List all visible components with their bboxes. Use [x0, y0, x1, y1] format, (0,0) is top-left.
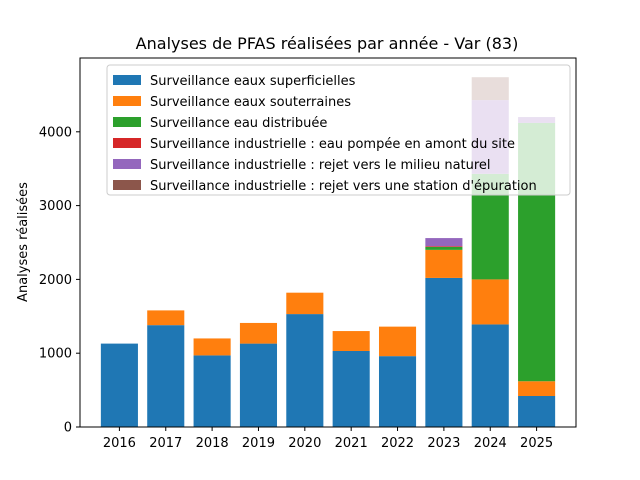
- bar-2022-series-1: [378, 326, 417, 357]
- legend-label: Surveillance eaux superficielles: [150, 74, 356, 89]
- legend-swatch: [113, 159, 141, 169]
- bar-2021-series-0: [332, 350, 370, 427]
- bar-2018-series-0: [193, 355, 231, 427]
- bar-2025-series-1: [518, 381, 556, 397]
- bar-2016-series-0: [100, 343, 138, 427]
- legend-label: Surveillance industrielle : rejet vers l…: [150, 158, 491, 173]
- x-tick-label: 2023: [427, 436, 460, 451]
- bar-2023-series-4: [425, 238, 463, 247]
- legend-label: Surveillance eaux souterraines: [150, 95, 351, 110]
- y-tick-label: 1000: [39, 347, 72, 362]
- x-tick-label: 2019: [242, 436, 275, 451]
- bar-2020-series-1: [286, 292, 324, 315]
- y-tick-label: 2000: [39, 273, 72, 288]
- bar-2018-series-1: [193, 338, 231, 356]
- x-tick-label: 2016: [103, 436, 136, 451]
- bar-2023-series-3: [425, 246, 463, 247]
- legend-swatch: [113, 75, 141, 85]
- x-tick-label: 2024: [474, 436, 507, 451]
- y-tick-label: 0: [64, 421, 72, 436]
- legend-label: Surveillance industrielle : rejet vers u…: [150, 179, 537, 194]
- x-tick-label: 2022: [381, 436, 414, 451]
- bar-2017-series-1: [147, 310, 185, 326]
- bar-2025-series-0: [518, 396, 556, 427]
- bar-2023-series-0: [425, 277, 463, 427]
- bar-2017-series-0: [147, 325, 185, 427]
- legend-box: [106, 64, 571, 196]
- x-axis: 2016 2017 2018 2019 2020 2021 2022 2023 2024 2025: [103, 427, 553, 451]
- bar-2019-series-1: [239, 322, 278, 344]
- bar-2023-series-1: [425, 249, 463, 278]
- bar-2024-series-0: [471, 324, 509, 427]
- bars-layer: [100, 77, 556, 427]
- x-tick-label: 2025: [520, 436, 553, 451]
- bar-2022-series-0: [378, 356, 417, 427]
- legend-label: Surveillance eau distribuée: [150, 116, 327, 131]
- x-tick-label: 2020: [288, 436, 321, 451]
- y-axis-title: Analyses réalisées: [16, 182, 31, 302]
- y-axis: 0 1000 2000 3000 4000: [39, 125, 80, 436]
- bar-2019-series-0: [239, 343, 278, 427]
- y-tick-label: 4000: [39, 125, 72, 140]
- y-tick-label: 3000: [39, 199, 72, 214]
- legend-swatch: [113, 138, 141, 148]
- x-tick-label: 2017: [149, 436, 182, 451]
- bar-2021-series-1: [332, 331, 370, 351]
- legend-swatch: [113, 180, 141, 190]
- legend-swatch: [113, 117, 141, 127]
- bar-2020-series-0: [286, 314, 324, 427]
- plot-frame: [79, 57, 577, 428]
- legend-swatch: [113, 96, 141, 106]
- legend-label: Surveillance industrielle : eau pompée e…: [150, 137, 515, 152]
- legend: Surveillance eaux superficielles Surveill…: [106, 64, 571, 196]
- bar-2023-series-2: [425, 246, 463, 250]
- bar-2024-series-1: [471, 279, 509, 325]
- x-tick-label: 2018: [196, 436, 229, 451]
- x-tick-label: 2021: [335, 436, 368, 451]
- chart-title: Analyses de PFAS réalisées par année - V…: [136, 34, 519, 53]
